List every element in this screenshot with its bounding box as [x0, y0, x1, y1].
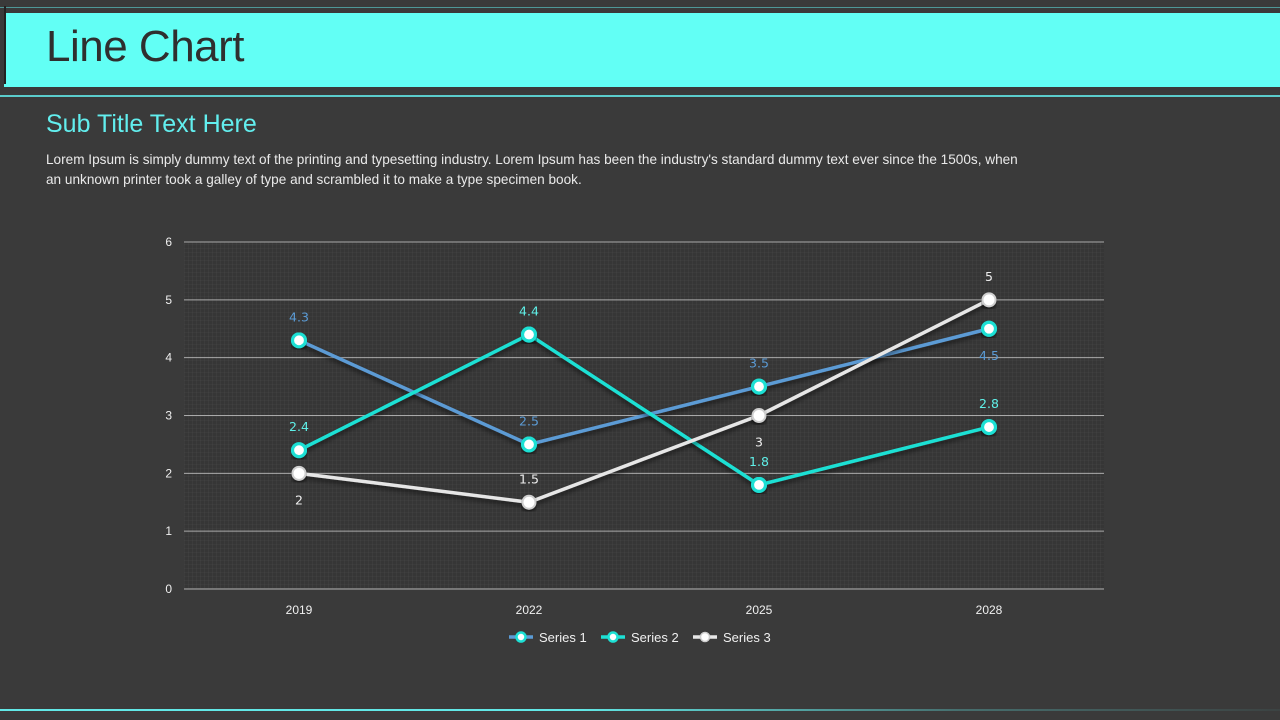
series-3-marker	[291, 465, 307, 481]
series-2-marker	[290, 442, 308, 459]
y-tick-label: 6	[165, 235, 172, 249]
series-3-data-label: 2	[295, 492, 303, 507]
series-1-data-label: 4.5	[979, 348, 999, 363]
series-line-3	[297, 298, 991, 504]
series-2-data-label: 4.4	[519, 304, 539, 319]
body-text: Lorem Ipsum is simply dummy text of the …	[46, 152, 1018, 187]
series-3-marker	[981, 292, 997, 308]
bottom-rule	[0, 709, 1280, 711]
series-line-2	[297, 332, 991, 487]
y-tick-label: 2	[165, 466, 172, 480]
series-1-marker	[980, 320, 998, 337]
y-tick-label: 1	[165, 524, 172, 538]
x-tick-label: 2028	[976, 603, 1003, 617]
series-2-data-label: 2.4	[289, 419, 309, 434]
title-bar	[4, 13, 1280, 87]
page-title: Line Chart	[46, 22, 245, 71]
legend-swatch-marker	[607, 631, 619, 643]
series-2-data-label: 2.8	[979, 396, 999, 411]
series-2-data-label: 1.8	[749, 454, 769, 469]
y-tick-label: 3	[165, 409, 172, 423]
x-tick-label: 2022	[516, 603, 543, 617]
title-rule	[0, 95, 1280, 97]
series-1-data-label: 3.5	[749, 356, 769, 371]
series-3-data-label: 3	[755, 435, 763, 450]
subtitle: Sub Title Text Here	[46, 110, 257, 138]
y-tick-label: 0	[165, 582, 172, 596]
legend-swatch-marker	[515, 631, 527, 643]
x-tick-label: 2025	[746, 603, 773, 617]
series-3-marker	[521, 494, 537, 510]
title-accent	[4, 6, 6, 84]
legend-label-series-3: Series 3	[723, 630, 771, 645]
series-1-marker	[750, 378, 768, 395]
series-3-data-label: 1.5	[519, 471, 539, 486]
series-2-marker	[980, 418, 998, 436]
series-1-data-label: 4.3	[289, 309, 309, 324]
series-2-marker	[520, 326, 538, 343]
series-3-marker	[751, 408, 767, 423]
series-3-data-label: 5	[985, 269, 993, 284]
legend-swatch-marker	[699, 631, 711, 643]
legend-label-series-1: Series 1	[539, 630, 587, 645]
series-1-data-label: 2.5	[519, 413, 539, 428]
legend-label-series-2: Series 2	[631, 630, 679, 645]
x-tick-label: 2019	[286, 603, 313, 617]
series-2-marker	[750, 476, 768, 493]
y-tick-label: 5	[165, 293, 172, 307]
top-rule	[0, 7, 1280, 8]
y-tick-label: 4	[165, 351, 172, 365]
series-1-marker	[520, 436, 538, 453]
series-1-marker	[290, 332, 308, 349]
